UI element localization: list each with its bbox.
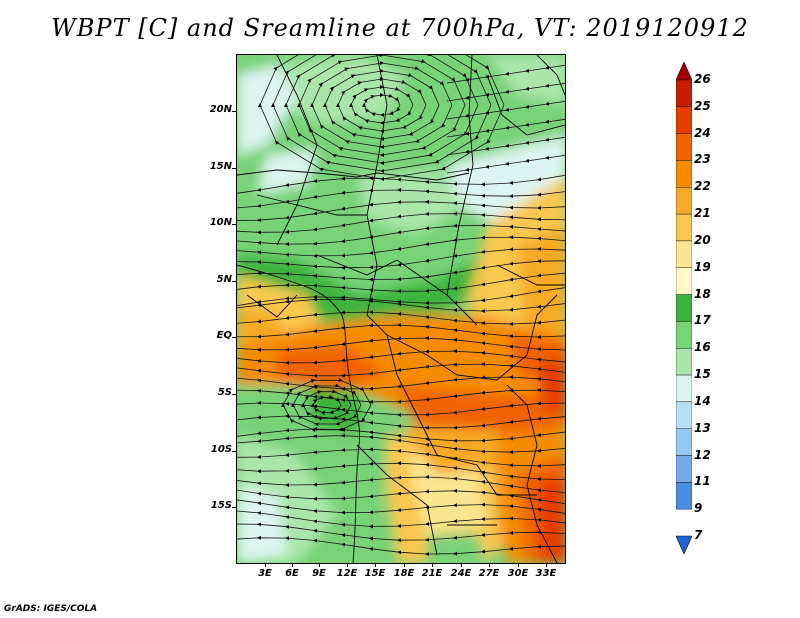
lat-tick	[232, 394, 236, 395]
colorbar-swatch	[676, 79, 692, 108]
streamline	[446, 154, 565, 174]
lat-label: 5N	[216, 274, 232, 285]
lat-label: 15S	[210, 500, 232, 511]
lon-label: 21E	[421, 568, 443, 579]
colorbar-swatch	[676, 455, 692, 483]
colorbar-level-label: 21	[694, 206, 711, 221]
lon-tick	[375, 563, 376, 567]
lon-tick	[404, 563, 405, 567]
lon-label: 15E	[364, 568, 386, 579]
colorbar-swatch	[676, 401, 692, 429]
lat-label: 10S	[210, 444, 232, 455]
lat-tick	[232, 451, 236, 452]
colorbar-level-label: 18	[694, 286, 711, 301]
streamline	[446, 136, 565, 156]
streamline	[237, 499, 565, 515]
lon-tick	[347, 563, 348, 567]
colorbar-level-label: 23	[694, 152, 711, 167]
lat-tick	[232, 337, 236, 338]
lon-label: 6E	[285, 568, 299, 579]
lon-label: 24E	[450, 568, 472, 579]
colorbar-level-label: 22	[694, 179, 711, 194]
colorbar-swatch	[676, 187, 692, 215]
colorbar-swatch	[676, 240, 692, 268]
lon-tick	[265, 563, 266, 567]
lat-tick	[232, 224, 236, 225]
colorbar-level-label: 12	[694, 447, 711, 462]
lon-label: 9E	[312, 568, 326, 579]
colorbar-swatch	[676, 348, 692, 376]
lat-label: 5S	[217, 387, 232, 398]
streamline	[237, 488, 565, 505]
colorbar	[676, 62, 692, 554]
footer-credit: GrADS: IGES/COLA	[4, 604, 98, 614]
lat-label: 15N	[209, 161, 232, 172]
colorbar-level-label: 16	[694, 340, 711, 355]
colorbar-swatch	[676, 321, 692, 349]
lon-tick	[489, 563, 490, 567]
streamline	[258, 55, 505, 181]
lat-tick	[232, 168, 236, 169]
lat-tick	[232, 111, 236, 112]
streamline	[446, 118, 565, 138]
colorbar-swatch	[676, 482, 692, 510]
colorbar-swatch	[676, 160, 692, 188]
colorbar-swatch	[676, 213, 692, 242]
lon-tick	[292, 563, 293, 567]
streamline	[281, 377, 372, 433]
colorbar-level-label: 19	[694, 259, 711, 274]
streamline	[237, 174, 565, 194]
streamline	[237, 297, 565, 313]
colorbar-level-label: 7	[694, 528, 703, 542]
colorbar-level-label: 25	[694, 98, 711, 113]
lon-tick	[546, 563, 547, 567]
colorbar-level-label: 9	[694, 501, 703, 516]
colorbar-top-arrow	[676, 62, 692, 81]
lon-label: 27E	[478, 568, 500, 579]
lon-label: 33E	[535, 568, 557, 579]
colorbar-level-label: 11	[694, 474, 711, 489]
page-title: WBPT [C] and Sreamline at 700hPa, VT: 20…	[51, 14, 749, 42]
colorbar-level-label: 26	[694, 72, 711, 86]
streamline	[446, 64, 565, 84]
colorbar-swatch	[676, 428, 692, 456]
streamline	[237, 323, 565, 339]
lat-tick	[232, 507, 236, 508]
streamline	[237, 535, 565, 557]
colorbar-swatch	[676, 294, 692, 322]
lon-tick	[518, 563, 519, 567]
colorbar-level-label: 17	[694, 313, 711, 328]
colorbar-level-label: 20	[694, 232, 711, 247]
colorbar-swatch	[676, 267, 692, 295]
colorbar-level-label: 15	[694, 367, 711, 382]
lon-tick	[432, 563, 433, 567]
lon-tick	[461, 563, 462, 567]
lon-label: 12E	[336, 568, 358, 579]
colorbar-level-label: 13	[694, 420, 711, 435]
colorbar-swatch	[676, 133, 692, 161]
lon-label: 18E	[393, 568, 415, 579]
lat-label: EQ	[216, 330, 232, 341]
map-panel	[236, 54, 566, 564]
colorbar-bottom-arrow	[676, 535, 692, 554]
lon-label: 30E	[507, 568, 529, 579]
lon-tick	[319, 563, 320, 567]
streamlines	[237, 55, 565, 557]
colorbar-level-label: 24	[694, 125, 711, 140]
colorbar-level-label: 14	[694, 393, 711, 408]
colorbar-swatch	[676, 106, 692, 134]
map-svg	[237, 55, 565, 563]
streamline	[446, 100, 565, 120]
lat-tick	[232, 281, 236, 282]
lat-label: 10N	[209, 217, 232, 228]
streamline	[446, 82, 565, 102]
streamline	[237, 475, 565, 494]
colorbar-swatch	[676, 374, 692, 403]
streamline	[237, 362, 565, 378]
lon-label: 3E	[258, 568, 272, 579]
lat-label: 20N	[209, 104, 232, 115]
